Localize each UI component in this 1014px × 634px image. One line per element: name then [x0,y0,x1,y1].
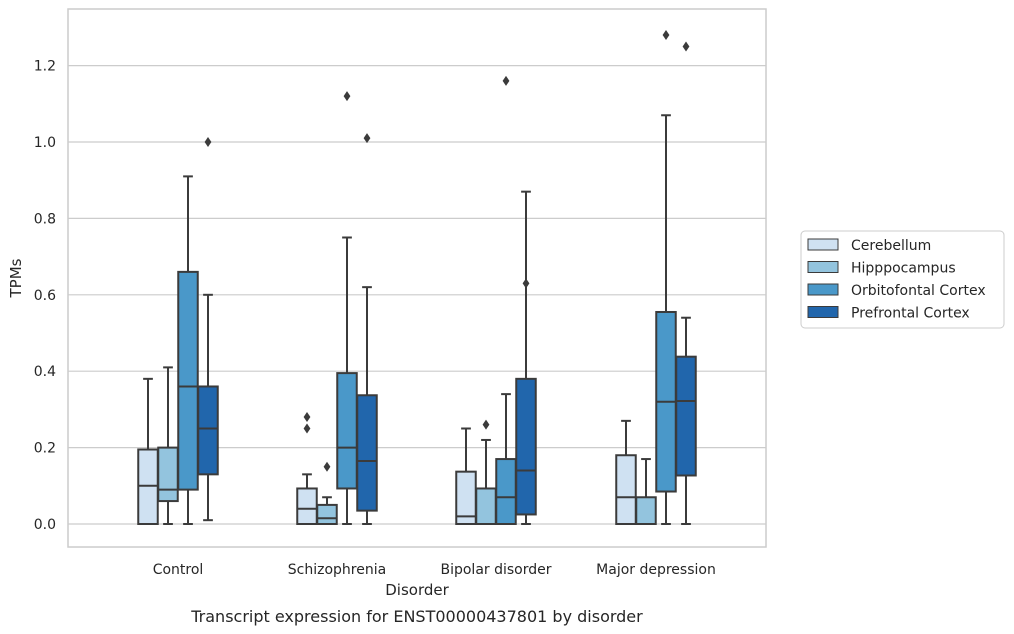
box [675,355,697,477]
box [197,385,219,476]
x-axis-label: Disorder [385,581,449,599]
y-tick-label: 0.6 [34,288,56,304]
box-group [475,419,497,525]
x-tick-label: Schizophrenia [288,562,386,578]
plot-area [67,8,767,548]
outlier-point [323,461,331,472]
box-group [336,91,358,525]
legend-label: Hipppocampus [851,261,956,277]
box-group [455,427,477,525]
box-group [675,41,697,525]
x-tick-label: Control [153,562,204,578]
box [615,454,637,525]
box [515,377,537,516]
y-tick-label: 1.2 [34,59,56,75]
box [356,394,378,512]
box-group [495,75,517,525]
legend-swatch [807,238,839,251]
box-group [197,137,219,522]
box-group [137,377,159,526]
box-group [615,419,637,525]
box-plots [137,30,697,526]
outlier-point [502,75,510,86]
y-tick-label: 0.0 [34,517,56,533]
legend-label: Orbitofontal Cortex [851,283,986,299]
outlier-point [682,41,690,52]
outlier-point [522,278,530,289]
box-group [655,30,677,525]
x-tick-label: Bipolar disorder [440,562,551,578]
legend-swatch [807,261,839,273]
box-group [515,190,537,525]
box [495,458,517,525]
outlier-point [482,419,490,430]
box-group [356,133,378,525]
box-group [316,461,338,525]
outlier-point [343,91,351,102]
y-axis-label: TPMs [7,258,25,298]
chart-caption: Transcript expression for ENST0000043780… [190,607,643,626]
box [635,496,657,526]
box [177,270,199,491]
outlier-point [363,133,371,144]
y-tick-label: 0.2 [34,441,56,457]
outlier-point [204,137,212,147]
x-tick-label: Major depression [596,562,716,578]
plot-frame [67,8,767,548]
legend-label: Cerebellum [851,238,931,254]
legend-frame [800,230,1005,329]
outlier-point [662,30,670,41]
box-group [635,458,657,526]
y-tick-label: 0.8 [34,211,56,227]
outlier-point [303,423,311,434]
box [336,372,358,490]
y-tick-label: 1.0 [34,135,56,151]
box [157,446,179,503]
outlier-point [303,412,311,423]
box-group [157,366,179,525]
legend-swatch [807,283,839,296]
box-group [296,412,318,525]
legend: Cerebellum Hipppocampus Orbitofontal Corte… [800,230,1005,329]
box [475,487,497,525]
box-group [177,175,199,525]
legend-swatch [807,306,839,318]
legend-label: Prefrontal Cortex [851,306,970,322]
box [316,503,338,525]
tick-labels: 0.0 0.2 0.4 0.6 0.8 1.0 1.2 Control Schizophreni… [34,59,716,578]
box [296,487,318,525]
y-tick-label: 0.4 [34,364,56,380]
